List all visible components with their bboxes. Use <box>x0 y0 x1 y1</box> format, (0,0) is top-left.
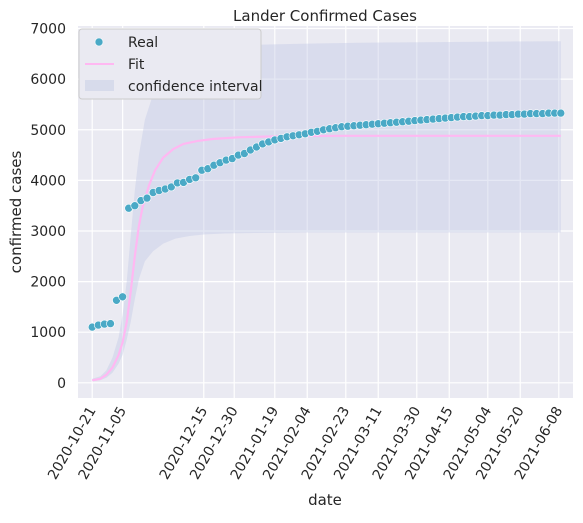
data-point <box>191 173 200 183</box>
chart-title: Lander Confirmed Cases <box>233 7 417 25</box>
legend: Real Fit confidence interval <box>78 28 262 100</box>
legend-ci-swatch <box>85 80 114 91</box>
y-tick-label: 2000 <box>30 275 66 291</box>
data-point <box>142 193 152 203</box>
legend-real-marker <box>94 37 104 47</box>
legend-ci-label: confidence interval <box>128 79 262 95</box>
data-point <box>556 108 566 118</box>
legend-fit-label: Fit <box>128 57 145 73</box>
legend-real-label: Real <box>128 35 158 51</box>
y-tick-label: 6000 <box>30 72 66 88</box>
y-tick-label: 7000 <box>30 22 66 38</box>
y-tick-label: 0 <box>57 376 66 392</box>
y-tick-label: 1000 <box>30 325 66 341</box>
data-point <box>118 292 127 302</box>
confidence-band <box>92 41 561 382</box>
y-axis-label: confirmed cases <box>7 150 25 273</box>
data-point <box>167 182 176 192</box>
data-point <box>106 319 115 328</box>
fit-line-layer <box>91 134 561 382</box>
y-tick-label: 5000 <box>30 123 66 139</box>
x-axis-label: date <box>308 491 342 509</box>
scatter-points-layer <box>87 108 566 332</box>
confidence-band-layer <box>92 41 561 382</box>
data-point <box>130 201 140 210</box>
legend-frame <box>78 28 262 100</box>
fit-line <box>91 134 561 382</box>
y-tick-label: 3000 <box>30 224 66 240</box>
y-tick-labels: 0 1000 2000 3000 4000 5000 6000 7000 <box>30 22 66 392</box>
y-tick-label: 4000 <box>30 173 66 189</box>
